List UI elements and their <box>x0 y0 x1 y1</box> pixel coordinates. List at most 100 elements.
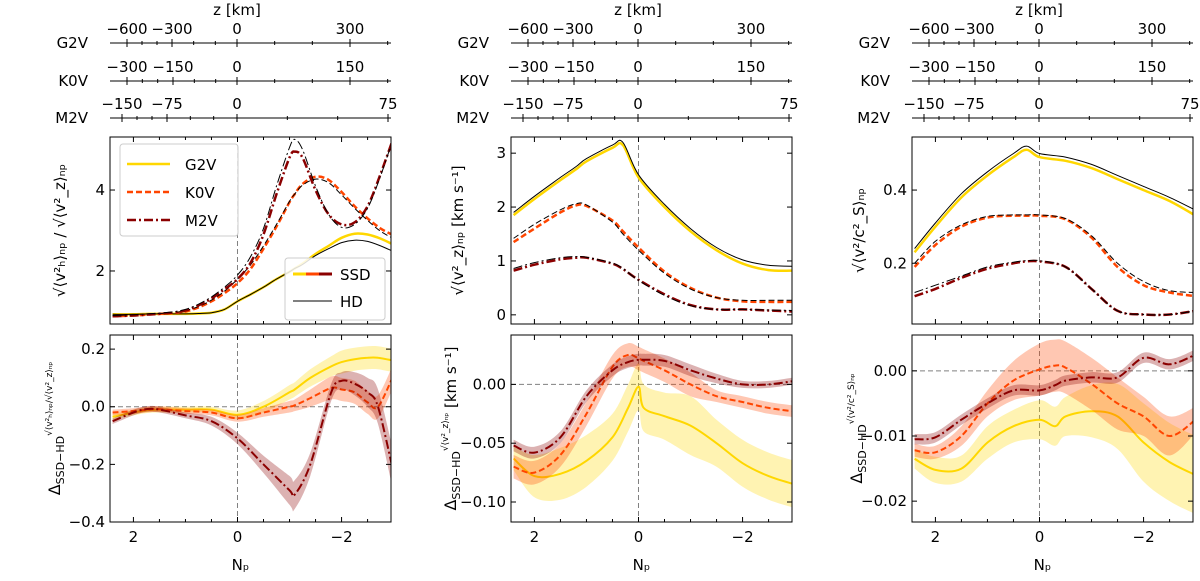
z-axis-star-label: M2V <box>857 109 890 127</box>
z-axis-star-label: M2V <box>456 109 489 127</box>
y-tick-label: 4 <box>95 181 105 199</box>
x-tick-label: 0 <box>1035 528 1045 546</box>
line-g2v-ssd <box>512 141 792 273</box>
y-tick-label: −0.10 <box>460 493 506 511</box>
line-g2v-ssd <box>913 148 1193 254</box>
line-k0v-hd <box>513 202 792 301</box>
panel-3-profile: 0.2 0.4 √⟨v²/c²_S⟩ₙₚ <box>850 136 1194 325</box>
z-axis-star-label: G2V <box>57 34 89 52</box>
z-tick-label: −300 <box>507 58 548 76</box>
legend-label: K0V <box>185 184 215 202</box>
plot-area <box>112 137 391 324</box>
z-tick-label: 300 <box>737 20 766 38</box>
y-tick-label: −0.4 <box>69 513 105 531</box>
z-tick-label: 300 <box>1138 20 1167 38</box>
z-tick-label: −300 <box>953 20 994 38</box>
plot-area <box>913 137 1193 324</box>
line-k0v <box>112 378 391 420</box>
axes-frame <box>911 136 1194 325</box>
line-m2v-hd <box>513 255 792 311</box>
z-tick-label: −600 <box>507 20 548 38</box>
line-m2v-hd <box>112 138 391 316</box>
line-m2v <box>914 354 1193 441</box>
line-k0v-hd <box>914 214 1193 293</box>
delta-symbol: Δ <box>441 500 460 511</box>
z-tick-label: 300 <box>336 20 365 38</box>
axes-frame <box>510 334 793 523</box>
z-tick-label: −150 <box>502 95 543 113</box>
z-tick-label: −150 <box>152 58 193 76</box>
z-tick-label: −300 <box>552 20 593 38</box>
line-k0v <box>513 353 792 474</box>
z-tick-label: −75 <box>953 95 985 113</box>
band-m2v <box>513 353 792 459</box>
legend-models: SSD HD <box>284 257 386 321</box>
z-axis-title: z [km] <box>213 1 261 19</box>
y-tick-label: 1 <box>496 252 506 270</box>
line-g2v <box>112 356 391 418</box>
x-axis-label: Nₚ <box>633 556 651 574</box>
plot-area <box>511 335 792 522</box>
line-g2v-hd <box>914 145 1193 249</box>
z-axis-star-label: K0V <box>459 72 489 90</box>
z-tick-label: −300 <box>908 58 949 76</box>
x-tick-label: 2 <box>530 528 540 546</box>
x-axis-label: Nₚ <box>1034 556 1052 574</box>
line-k0v-ssd <box>512 203 792 304</box>
y-tick-label: 0.0 <box>81 398 105 416</box>
plot-area <box>512 137 792 324</box>
z-tick-label: 0 <box>633 20 643 38</box>
band-k0v <box>112 369 391 422</box>
z-axis-star-label: G2V <box>458 34 490 52</box>
y-axis-label: √⟨v²/c²_S⟩ₙₚ <box>850 188 869 273</box>
z-tick-label: −300 <box>151 20 192 38</box>
y-tick-label: 2 <box>496 198 506 216</box>
z-tick-label: 150 <box>336 58 365 76</box>
axes-frame <box>510 136 793 325</box>
line-m2v <box>513 358 792 454</box>
z-axis-title: z [km] <box>614 1 662 19</box>
z-tick-label: 0 <box>232 58 242 76</box>
z-tick-label: 0 <box>232 95 242 113</box>
y-axis-label: √⟨v²_z⟩ₙₚ [km s⁻¹] <box>449 165 468 295</box>
z-axis-star-label: G2V <box>859 34 891 52</box>
y-tick-label: 0.4 <box>883 181 907 199</box>
band-g2v <box>513 363 792 508</box>
z-tick-label: −150 <box>903 95 944 113</box>
y-tick-label: 0.00 <box>874 362 907 380</box>
panel-2-difference: 2 0 −2 −0.10 −0.05 0.00 Nₚ ΔSSD−HD√⟨v²_z⟩ₙₚ [km… <box>440 334 793 574</box>
panel-3-difference: 2 0 −2 −0.02 −0.01 0.00 Nₚ ΔSSD−HD√⟨v²/c²_S⟩ₙₚ <box>846 334 1194 574</box>
legend-box <box>119 143 239 237</box>
line-k0v-ssd <box>913 214 1193 298</box>
axes-frame <box>911 334 1194 523</box>
y-tick-label: 0.2 <box>81 340 105 358</box>
plot-area <box>912 335 1193 522</box>
legend-label: G2V <box>185 156 217 174</box>
subscript: SSD−HD <box>450 451 463 499</box>
panel-2-profile: 0 1 2 3 √⟨v²_z⟩ₙₚ [km s⁻¹] <box>449 136 793 325</box>
y-axis-label: ΔSSD−HD√⟨v²ₕ⟩ₙₚ/√⟨v²_z⟩ₙₚ <box>44 362 67 496</box>
y-axis-label: ΔSSD−HD√⟨v²_z⟩ₙₚ [km s⁻¹] <box>440 346 463 510</box>
y-axis-label: ΔSSD−HD√⟨v²/c²_S⟩ₙₚ <box>846 373 869 483</box>
line-m2v-ssd <box>112 140 391 318</box>
x-tick-label: −2 <box>1133 528 1155 546</box>
panel-1-profile: 2 4 √⟨v²ₕ⟩ₙₚ / √⟨v²_z⟩ₙₚ <box>51 136 392 325</box>
line-g2v-hd <box>513 139 792 267</box>
x-tick-label: 0 <box>634 528 644 546</box>
y-tick-label: −0.01 <box>861 427 907 445</box>
z-tick-label: −150 <box>954 58 995 76</box>
z-tick-label: 150 <box>1138 58 1167 76</box>
z-tick-label: 0 <box>633 95 643 113</box>
z-tick-label: −75 <box>151 95 183 113</box>
line-g2v <box>914 410 1193 475</box>
z-tick-label: 0 <box>633 58 643 76</box>
y-axis-label: √⟨v²ₕ⟩ₙₚ / √⟨v²_z⟩ₙₚ <box>51 164 70 297</box>
line-m2v <box>112 379 391 498</box>
y-tick-label: −0.2 <box>69 455 105 473</box>
legend-label-hd: HD <box>340 293 363 311</box>
line-m2v-hd <box>914 259 1193 316</box>
y-tick-label: 3 <box>496 144 506 162</box>
